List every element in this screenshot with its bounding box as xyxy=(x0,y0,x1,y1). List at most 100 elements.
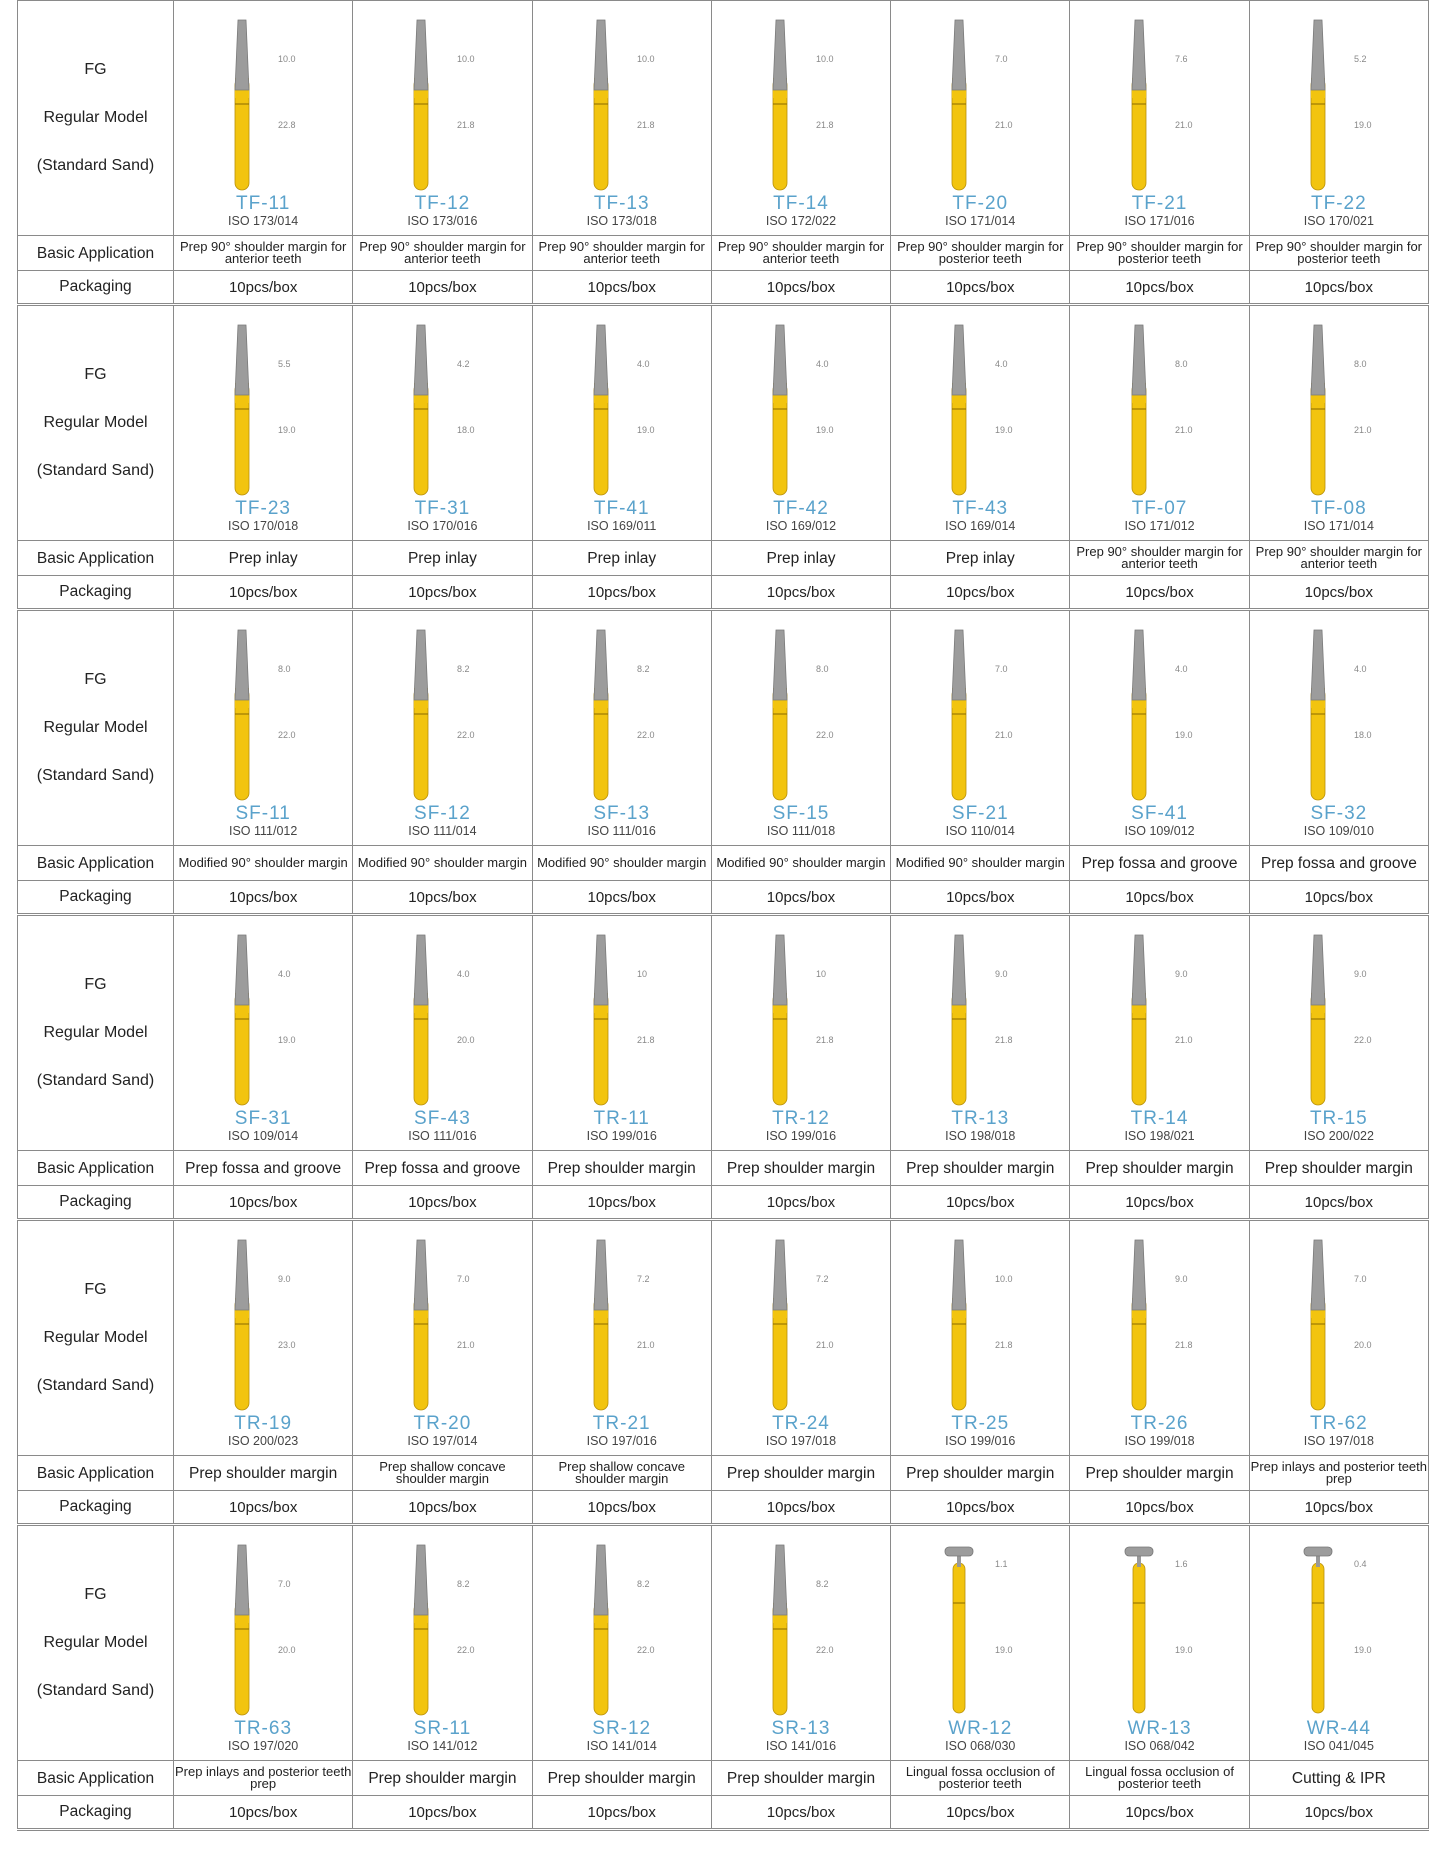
iso-number: ISO 171/014 xyxy=(1304,519,1374,534)
model-label: Regular Model xyxy=(18,1329,173,1347)
product-code: TF-14 xyxy=(773,194,829,214)
application: Prep shoulder margin xyxy=(711,1151,890,1186)
bur-drawing: 4.019.0 xyxy=(537,313,707,499)
model-label: Regular Model xyxy=(18,109,173,127)
bur-head xyxy=(1132,630,1146,700)
product-code: TR-14 xyxy=(1131,1109,1189,1129)
bur-head xyxy=(594,325,608,395)
bur-drawing: 10.021.8 xyxy=(357,8,527,194)
head-length: 4.0 xyxy=(1175,664,1188,674)
packaging: 10pcs/box xyxy=(1249,881,1428,915)
head-length: 8.0 xyxy=(1175,359,1188,369)
packaging-label: Packaging xyxy=(18,1491,174,1525)
packaging: 10pcs/box xyxy=(532,576,711,610)
total-length: 21.0 xyxy=(1354,425,1372,435)
bur-head xyxy=(952,1240,966,1310)
application: Prep shoulder margin xyxy=(711,1761,890,1796)
application: Prep 90° shoulder margin for posterior t… xyxy=(891,236,1070,271)
packaging: 10pcs/box xyxy=(711,881,890,915)
model-label: (Standard Sand) xyxy=(18,1377,173,1395)
bur-head xyxy=(952,20,966,90)
bur-head xyxy=(945,1547,973,1556)
application-label: Basic Application xyxy=(18,541,174,576)
iso-number: ISO 173/014 xyxy=(228,214,298,229)
total-length: 21.8 xyxy=(816,1035,834,1045)
bur-drawing: 7.021.0 xyxy=(357,1228,527,1414)
packaging-label: Packaging xyxy=(18,271,174,305)
bur-head xyxy=(414,325,428,395)
application: Prep fossa and groove xyxy=(1070,846,1249,881)
bur-head xyxy=(773,325,787,395)
bur-drawing: 4.019.0 xyxy=(716,313,886,499)
bur-head xyxy=(235,20,249,90)
iso-number: ISO 171/014 xyxy=(945,214,1015,229)
application: Prep 90° shoulder margin for anterior te… xyxy=(1070,541,1249,576)
packaging: 10pcs/box xyxy=(711,576,890,610)
iso-number: ISO 068/042 xyxy=(1124,1739,1194,1754)
application-row: Basic Application Prep shoulder margin Pre… xyxy=(18,1456,1429,1491)
model-label: FG xyxy=(18,976,173,994)
product-code: SF-11 xyxy=(235,804,290,824)
iso-number: ISO 173/016 xyxy=(407,214,477,229)
application: Prep inlay xyxy=(174,541,353,576)
application: Prep fossa and groove xyxy=(353,1151,532,1186)
iso-number: ISO 197/018 xyxy=(1304,1434,1374,1449)
application: Prep fossa and groove xyxy=(1249,846,1428,881)
head-length: 4.0 xyxy=(278,969,291,979)
packaging: 10pcs/box xyxy=(532,1796,711,1830)
bur-head xyxy=(1311,20,1325,90)
application: Modified 90° shoulder margin xyxy=(532,846,711,881)
product-code: TF-43 xyxy=(952,499,1008,519)
bur-neck xyxy=(1316,1555,1320,1567)
product-code: TR-26 xyxy=(1131,1414,1189,1434)
bur-head xyxy=(773,1545,787,1615)
application: Prep shallow concave shoulder margin xyxy=(353,1456,532,1491)
application: Prep inlays and posterior teeth prep xyxy=(174,1761,353,1796)
bur-drawing: 10.022.8 xyxy=(178,8,348,194)
application: Prep 90° shoulder margin for posterior t… xyxy=(1249,236,1428,271)
application-label: Basic Application xyxy=(18,1456,174,1491)
head-length: 4.0 xyxy=(457,969,470,979)
bur-head xyxy=(773,1240,787,1310)
bur-drawing: 7.021.0 xyxy=(895,618,1065,804)
head-length: 4.0 xyxy=(816,359,829,369)
bur-head xyxy=(952,935,966,1005)
total-length: 22.0 xyxy=(1354,1035,1372,1045)
total-length: 21.0 xyxy=(816,1340,834,1350)
iso-number: ISO 109/014 xyxy=(228,1129,298,1144)
application: Prep shoulder margin xyxy=(1070,1456,1249,1491)
application: Prep fossa and groove xyxy=(174,1151,353,1186)
packaging: 10pcs/box xyxy=(1249,1186,1428,1220)
packaging-label: Packaging xyxy=(18,576,174,610)
product-code: TF-13 xyxy=(594,194,650,214)
total-length: 21.8 xyxy=(995,1035,1013,1045)
head-length: 10 xyxy=(637,969,647,979)
total-length: 22.0 xyxy=(457,730,475,740)
packaging: 10pcs/box xyxy=(353,576,532,610)
iso-number: ISO 111/016 xyxy=(588,824,656,839)
bur-head xyxy=(952,325,966,395)
packaging: 10pcs/box xyxy=(174,1796,353,1830)
head-length: 9.0 xyxy=(278,1274,291,1284)
packaging: 10pcs/box xyxy=(532,881,711,915)
packaging: 10pcs/box xyxy=(891,576,1070,610)
